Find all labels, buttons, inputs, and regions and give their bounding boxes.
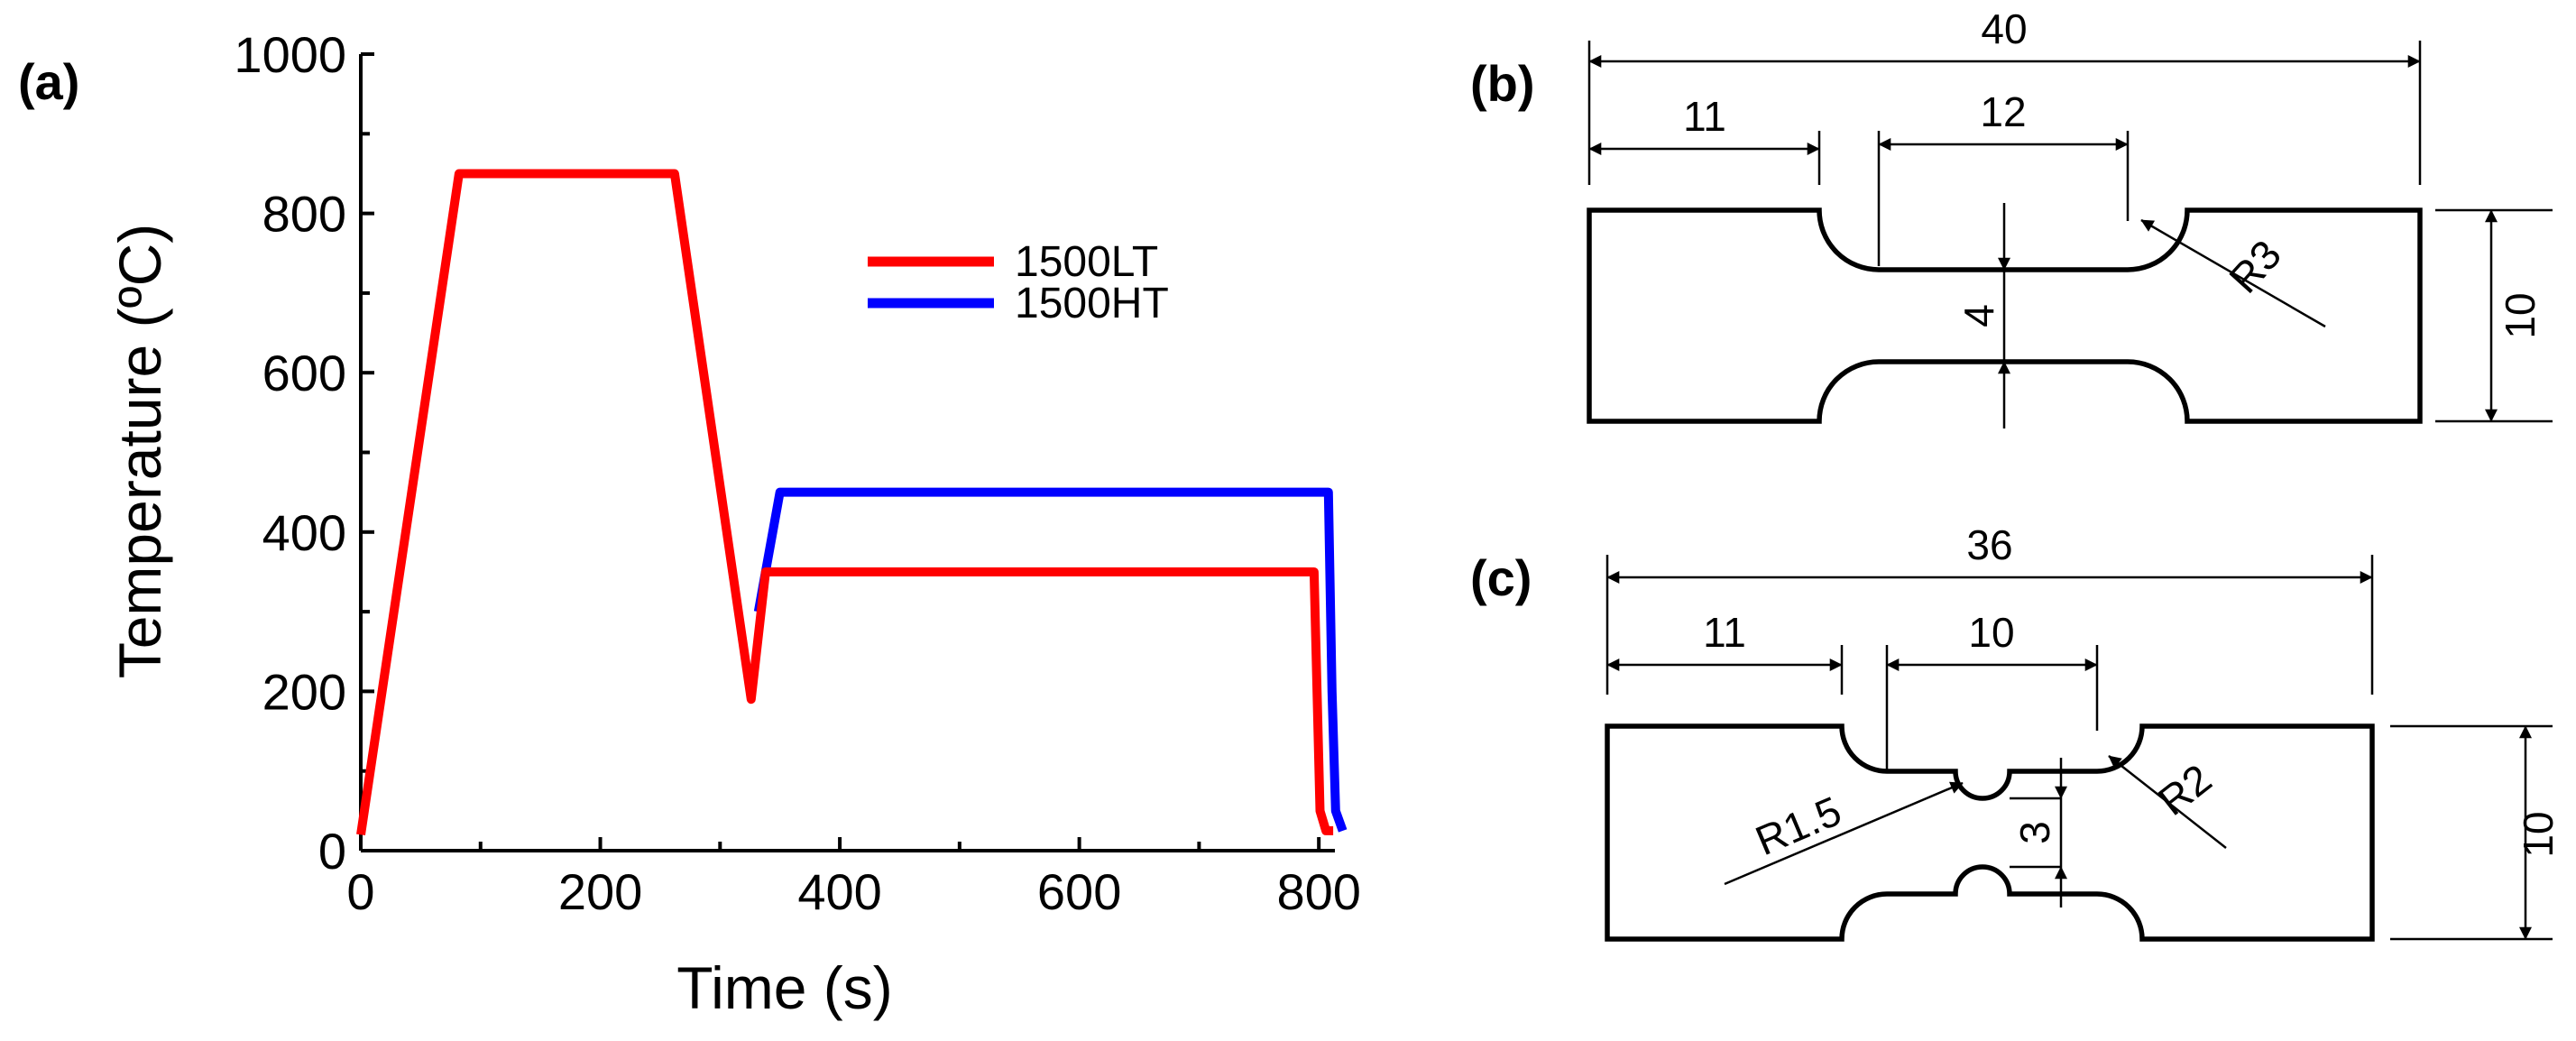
- dim-label-total-length-c: 36: [1966, 521, 2012, 568]
- y-tick-label: 400: [262, 504, 346, 561]
- dim-label-gauge-length-c: 10: [1968, 609, 2014, 656]
- series-line-1500ht: [753, 487, 1348, 833]
- dim-label-fillet-radius-c: R2: [2149, 755, 2220, 825]
- series-layer: [356, 169, 1348, 836]
- specimen-c-drawing: (c) 36 11 10 10 3 R1.5 R2: [1470, 521, 2562, 942]
- legend: 1500LT 1500HT: [868, 238, 1169, 327]
- dim-label-total-width-c: 10: [2515, 811, 2562, 857]
- dim-label-gauge-width-b: 4: [1955, 304, 2002, 327]
- dim-radius-b-leader: [2140, 218, 2326, 328]
- panel-label-a: (a): [18, 53, 79, 110]
- x-tick-label: 800: [1276, 863, 1360, 920]
- y-tick-label: 0: [318, 823, 346, 880]
- dim-label-total-length-b: 40: [1981, 5, 2027, 52]
- series-line-1500lt: [356, 169, 1334, 836]
- legend-label-1500lt: 1500LT: [1015, 238, 1158, 286]
- y-tick-label: 600: [262, 345, 346, 401]
- dim-label-grip-length-c: 11: [1703, 609, 1746, 656]
- y-tick-label: 800: [262, 186, 346, 243]
- dim-label-total-width-b: 10: [2497, 292, 2544, 338]
- panel-label-c: (c): [1470, 549, 1532, 606]
- dim-notch-radius-c-leader: [1724, 781, 1964, 886]
- x-tick-label: 0: [346, 863, 374, 920]
- dim-label-grip-length-b: 11: [1683, 93, 1726, 140]
- y-axis-title: Temperature (ºC): [106, 224, 173, 679]
- x-tick-label: 200: [558, 863, 642, 920]
- x-axis-title: Time (s): [676, 954, 893, 1021]
- y-ticks: 0 200 400 600 800 1000: [234, 26, 374, 880]
- specimen-b-outline: [1587, 207, 2423, 424]
- x-tick-label: 400: [797, 863, 881, 920]
- y-tick-label: 1000: [234, 26, 346, 83]
- y-tick-label: 200: [262, 663, 346, 720]
- dim-label-radius-b: R3: [2220, 231, 2290, 302]
- x-tick-label: 600: [1037, 863, 1121, 920]
- dim-fillet-radius-c-leader: [2108, 755, 2227, 849]
- x-ticks: 0 200 400 600 800: [346, 837, 1361, 920]
- legend-label-1500ht: 1500HT: [1015, 280, 1169, 327]
- specimen-c-outline: [1605, 723, 2375, 942]
- panel-label-b: (b): [1470, 55, 1535, 112]
- dim-label-notch-width-c: 3: [2011, 821, 2058, 844]
- temperature-chart: (a) 0 200 400 600 800 1000 0 200 400 600 800 1500…: [18, 26, 1361, 1021]
- specimen-b-drawing: (b) 40 11 12 10 4 R3: [1470, 5, 2553, 428]
- dim-label-gauge-length-b: 12: [1980, 88, 2026, 135]
